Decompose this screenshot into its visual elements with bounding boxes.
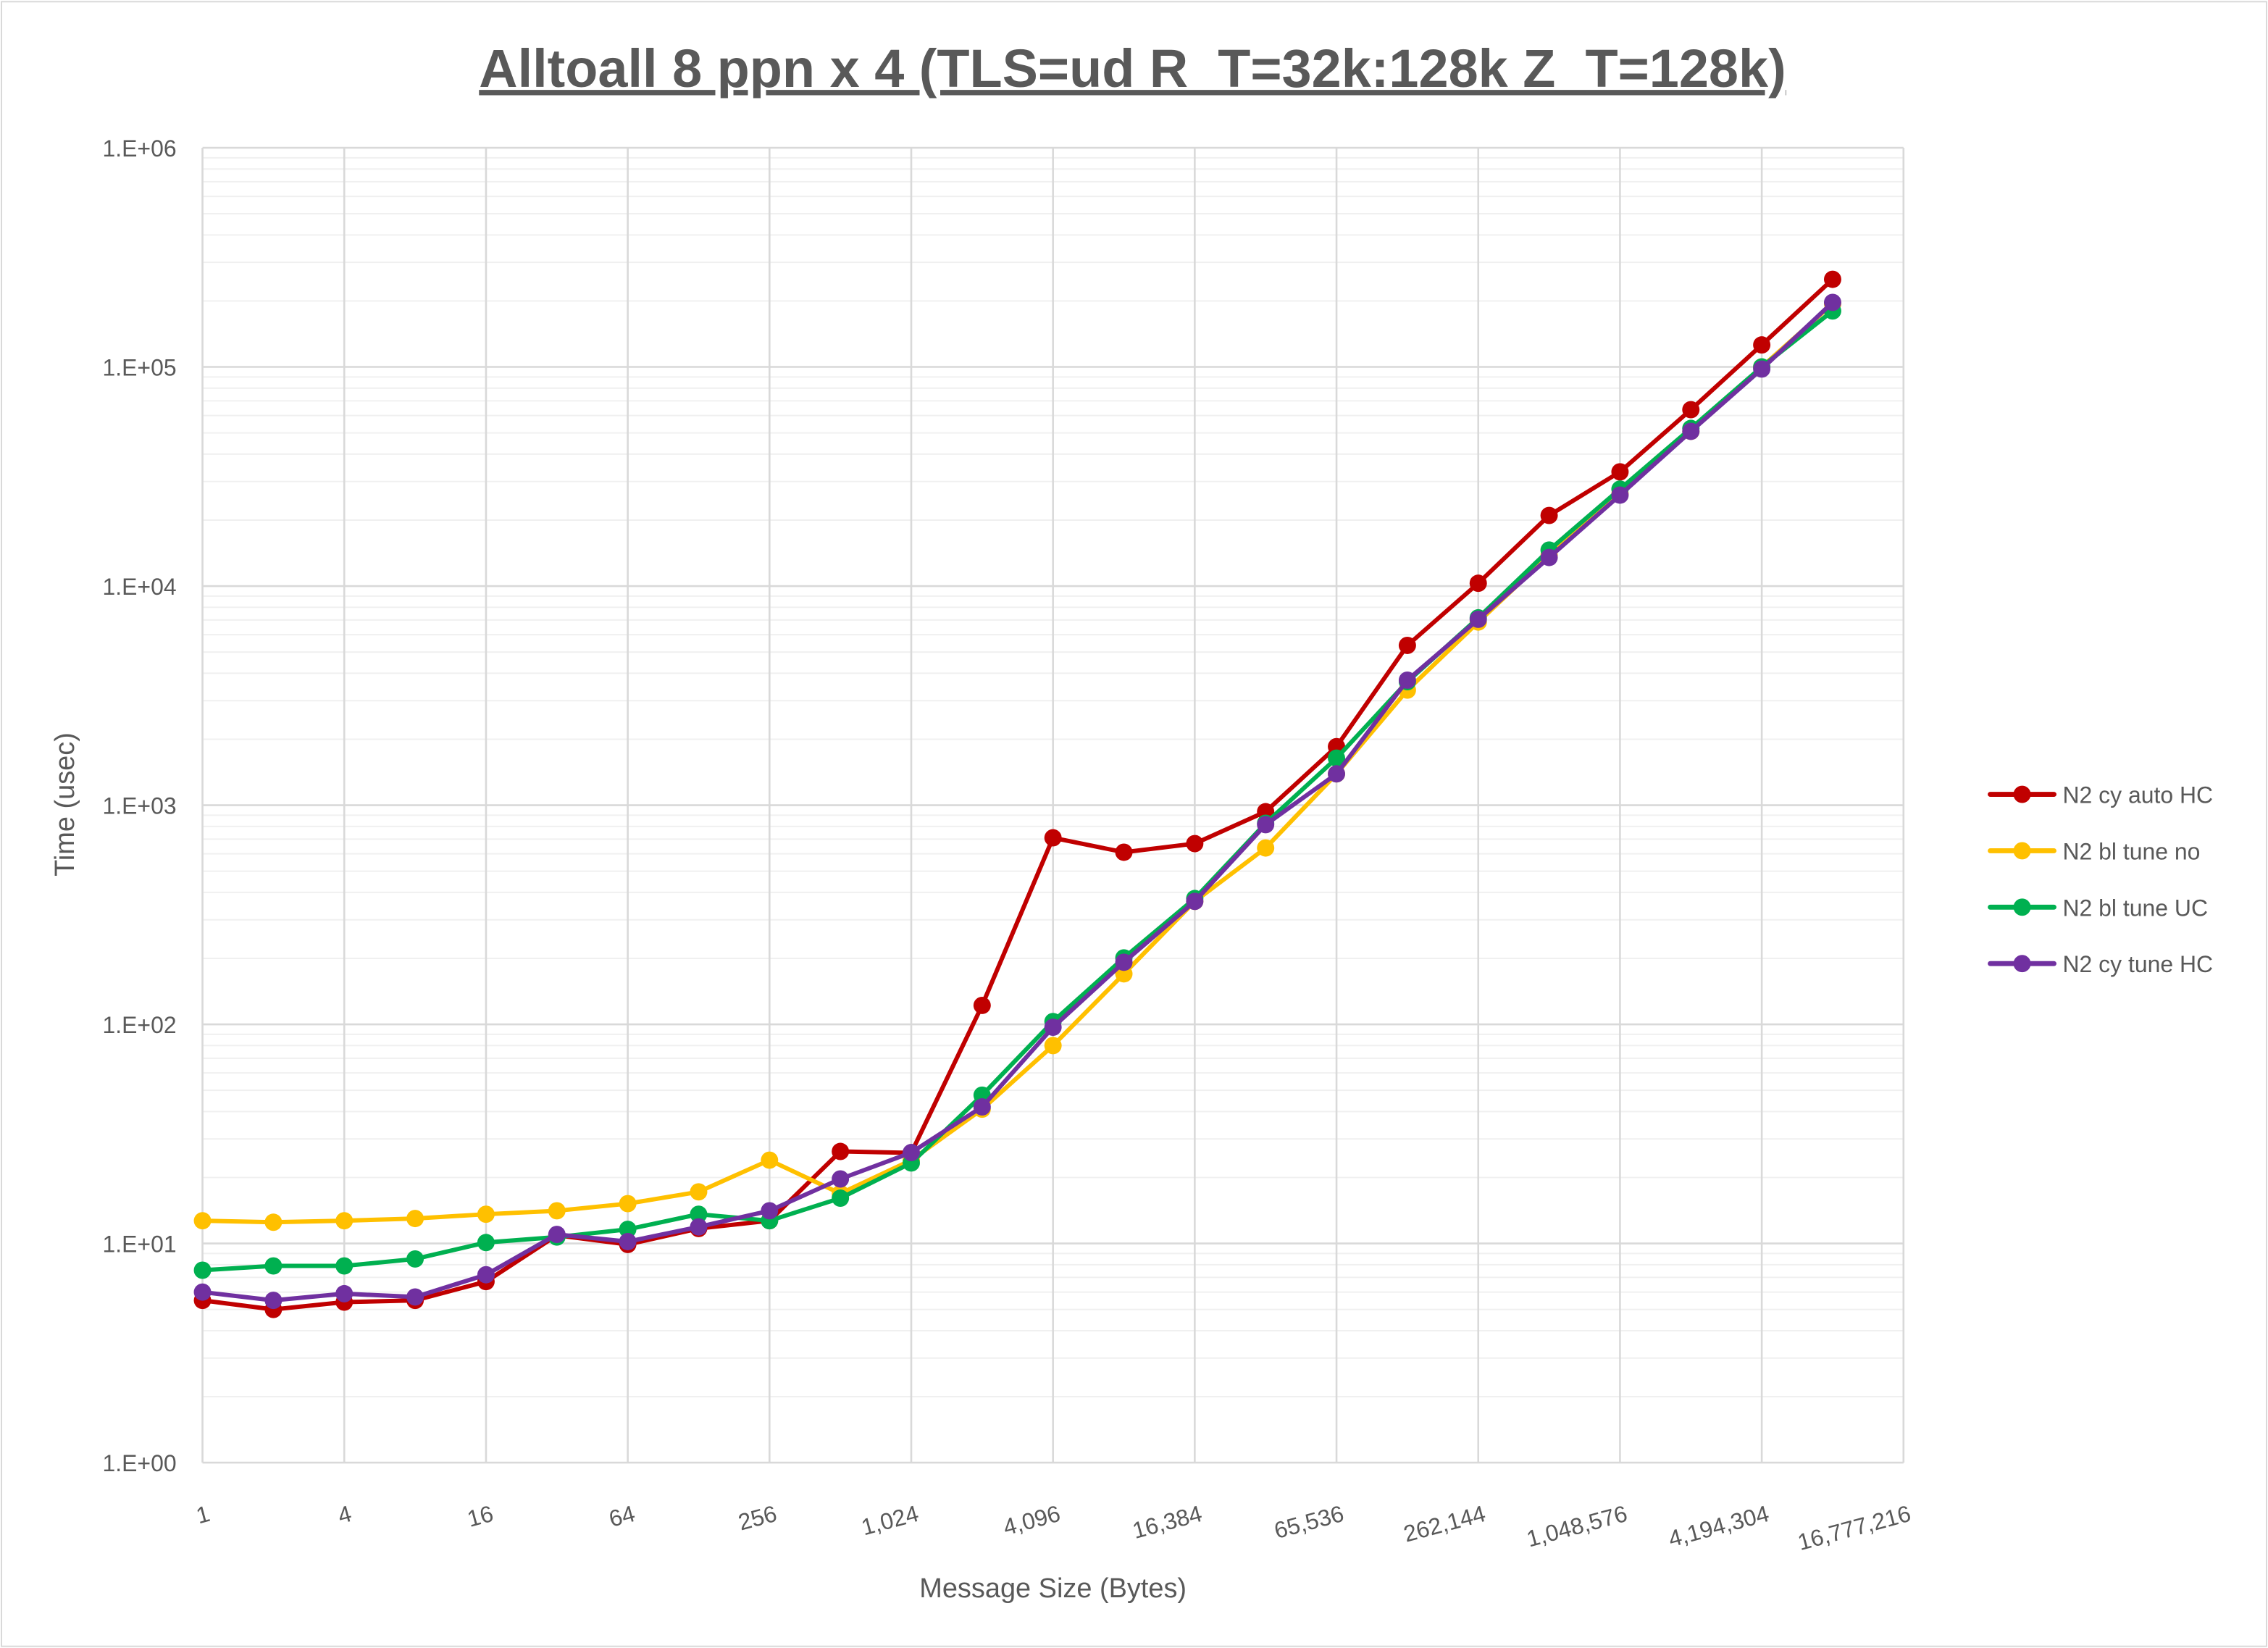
y-axis-title: Time (usec) [50,732,80,877]
data-point [1257,839,1275,857]
data-point [477,1234,495,1252]
data-point [903,1144,920,1162]
data-point [1398,636,1416,654]
data-point [193,1261,212,1279]
data-point [477,1205,495,1224]
data-point [832,1170,850,1188]
chart-title: Alltoall 8 ppn x 4 (TLS=ud R_T=32k:128k … [479,38,1786,99]
data-point [690,1183,708,1201]
legend: N2 cy auto HC N2 bl tune no N2 bl tune UC N… [1988,782,2213,977]
y-tick-label: 1.E+06 [102,135,176,162]
data-point [1540,506,1558,524]
data-point [193,1283,212,1301]
data-point [1115,953,1133,971]
data-point [264,1292,283,1310]
y-tick-label: 1.E+02 [102,1012,176,1038]
legend-item: N2 bl tune no [1988,838,2200,864]
legend-label: N2 bl tune no [2062,838,2200,864]
y-tick-label: 1.E+05 [102,354,176,380]
y-tick-label: 1.E+03 [102,793,176,819]
data-point [264,1257,283,1275]
legend-label: N2 cy tune HC [2062,951,2213,977]
data-point [619,1221,637,1239]
x-tick-label: 16 [464,1500,496,1532]
data-point [1753,360,1771,378]
data-point [761,1202,779,1220]
legend-item: N2 cy tune HC [1988,951,2213,977]
data-point [1328,765,1346,783]
data-point [335,1212,353,1230]
data-point [1823,270,1841,288]
legend-marker [2013,785,2031,803]
data-point [1044,1037,1062,1055]
y-axis: 1.E+00 1.E+01 1.E+02 1.E+03 1.E+04 1.E+05 1.E+… [102,135,176,1476]
legend-item: N2 bl tune UC [1988,895,2208,921]
data-point [619,1195,637,1213]
y-tick-label: 1.E+00 [102,1450,176,1476]
x-axis-title: Message Size (Bytes) [919,1573,1187,1604]
y-tick-label: 1.E+01 [102,1231,176,1258]
data-point [832,1142,850,1160]
legend-marker [2013,955,2031,973]
legend-label: N2 bl tune UC [2062,895,2208,921]
data-point [761,1151,779,1169]
data-point [973,1098,991,1116]
data-point [1823,293,1841,311]
data-point [1044,1019,1062,1037]
data-point [406,1288,424,1306]
series-line [202,309,1834,1273]
x-tick-label: 64 [606,1500,638,1532]
data-point [548,1226,566,1244]
data-point [1540,548,1558,566]
data-point [1398,671,1416,689]
data-point [619,1232,637,1250]
data-point [548,1202,566,1220]
data-point [973,996,991,1014]
series-line [202,301,1835,1303]
data-point [690,1205,708,1224]
series-line [202,277,1834,1312]
data-point [1115,843,1133,861]
y-tick-label: 1.E+04 [102,574,176,600]
data-point [1186,892,1204,911]
series-group [193,270,1841,1318]
data-point [1044,829,1062,847]
data-point [1611,463,1629,481]
data-point [335,1257,353,1275]
data-point [1469,574,1487,593]
data-point [1611,486,1629,504]
data-point [1328,749,1346,767]
data-point [193,1212,212,1230]
series-n2-cy-tune-hc [193,293,1841,1310]
data-point [690,1218,708,1236]
data-point [1682,401,1700,419]
data-point [477,1266,495,1284]
data-point [1469,610,1487,628]
data-point [1682,422,1700,440]
data-point [406,1210,424,1228]
legend-marker [2013,842,2031,860]
data-point [832,1189,850,1207]
legend-label: N2 cy auto HC [2062,782,2213,808]
data-point [335,1284,353,1302]
data-point [264,1213,283,1231]
data-point [1257,816,1275,834]
data-point [1186,835,1204,853]
data-point [1753,336,1771,354]
data-point [406,1250,424,1268]
legend-marker [2013,898,2031,916]
legend-item: N2 cy auto HC [1988,782,2213,808]
